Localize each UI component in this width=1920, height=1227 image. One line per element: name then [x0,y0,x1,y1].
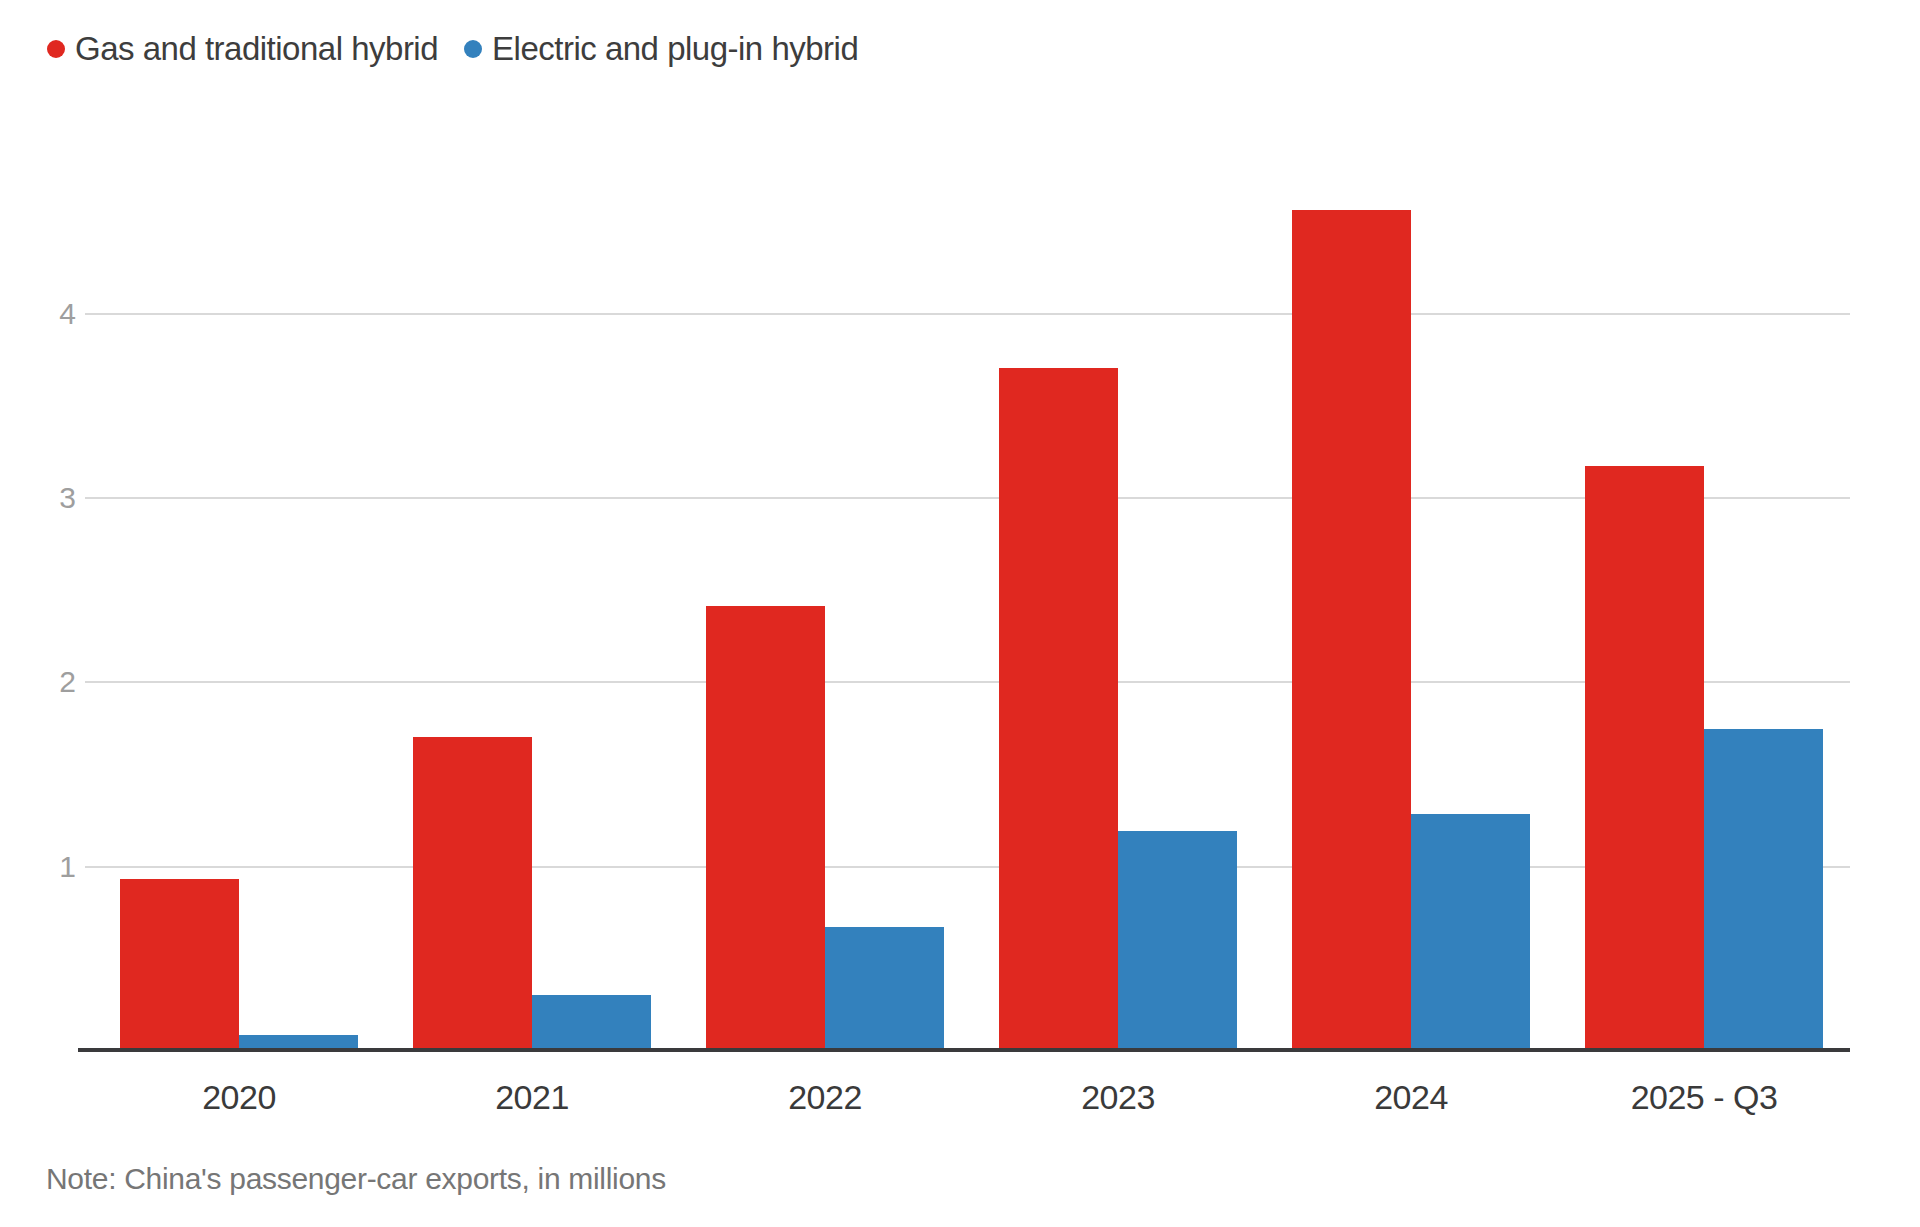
bar-2022-gas [706,606,825,1050]
bar-2023-ev [1118,831,1237,1050]
bar-2020-gas [120,879,239,1050]
x-axis-category-label: 2025 - Q3 [1544,1078,1864,1117]
legend-label: Gas and traditional hybrid [75,30,438,68]
bar-2024-gas [1292,210,1411,1050]
bar-2021-gas [413,737,532,1050]
chart-legend: Gas and traditional hybrid Electric and p… [47,30,858,68]
bar-2021-ev [532,995,651,1050]
bar-2024-ev [1411,814,1530,1050]
x-axis-category-label: 2023 [958,1078,1278,1117]
legend-item: Gas and traditional hybrid [47,30,438,68]
y-axis-tick-label: 4 [36,297,76,331]
bar-2023-gas [999,368,1118,1050]
legend-dot-icon [47,40,65,58]
y-axis-tick-label: 3 [36,481,76,515]
y-axis-tick-label: 1 [36,850,76,884]
legend-dot-icon [464,40,482,58]
legend-label: Electric and plug-in hybrid [492,30,858,68]
plot-area [85,140,1850,1054]
x-axis-category-label: 2022 [665,1078,985,1117]
x-axis-category-label: 2024 [1251,1078,1571,1117]
bar-2025-Q3-ev [1704,729,1823,1050]
legend-item: Electric and plug-in hybrid [464,30,858,68]
chart-note: Note: China's passenger-car exports, in … [46,1162,666,1196]
bar-2022-ev [825,927,944,1050]
x-axis-category-label: 2020 [79,1078,399,1117]
x-axis-category-label: 2021 [372,1078,692,1117]
y-axis-tick-label: 2 [36,665,76,699]
bar-2025-Q3-gas [1585,466,1704,1050]
x-axis-baseline [78,1048,1850,1052]
gridline-y4 [85,313,1850,315]
